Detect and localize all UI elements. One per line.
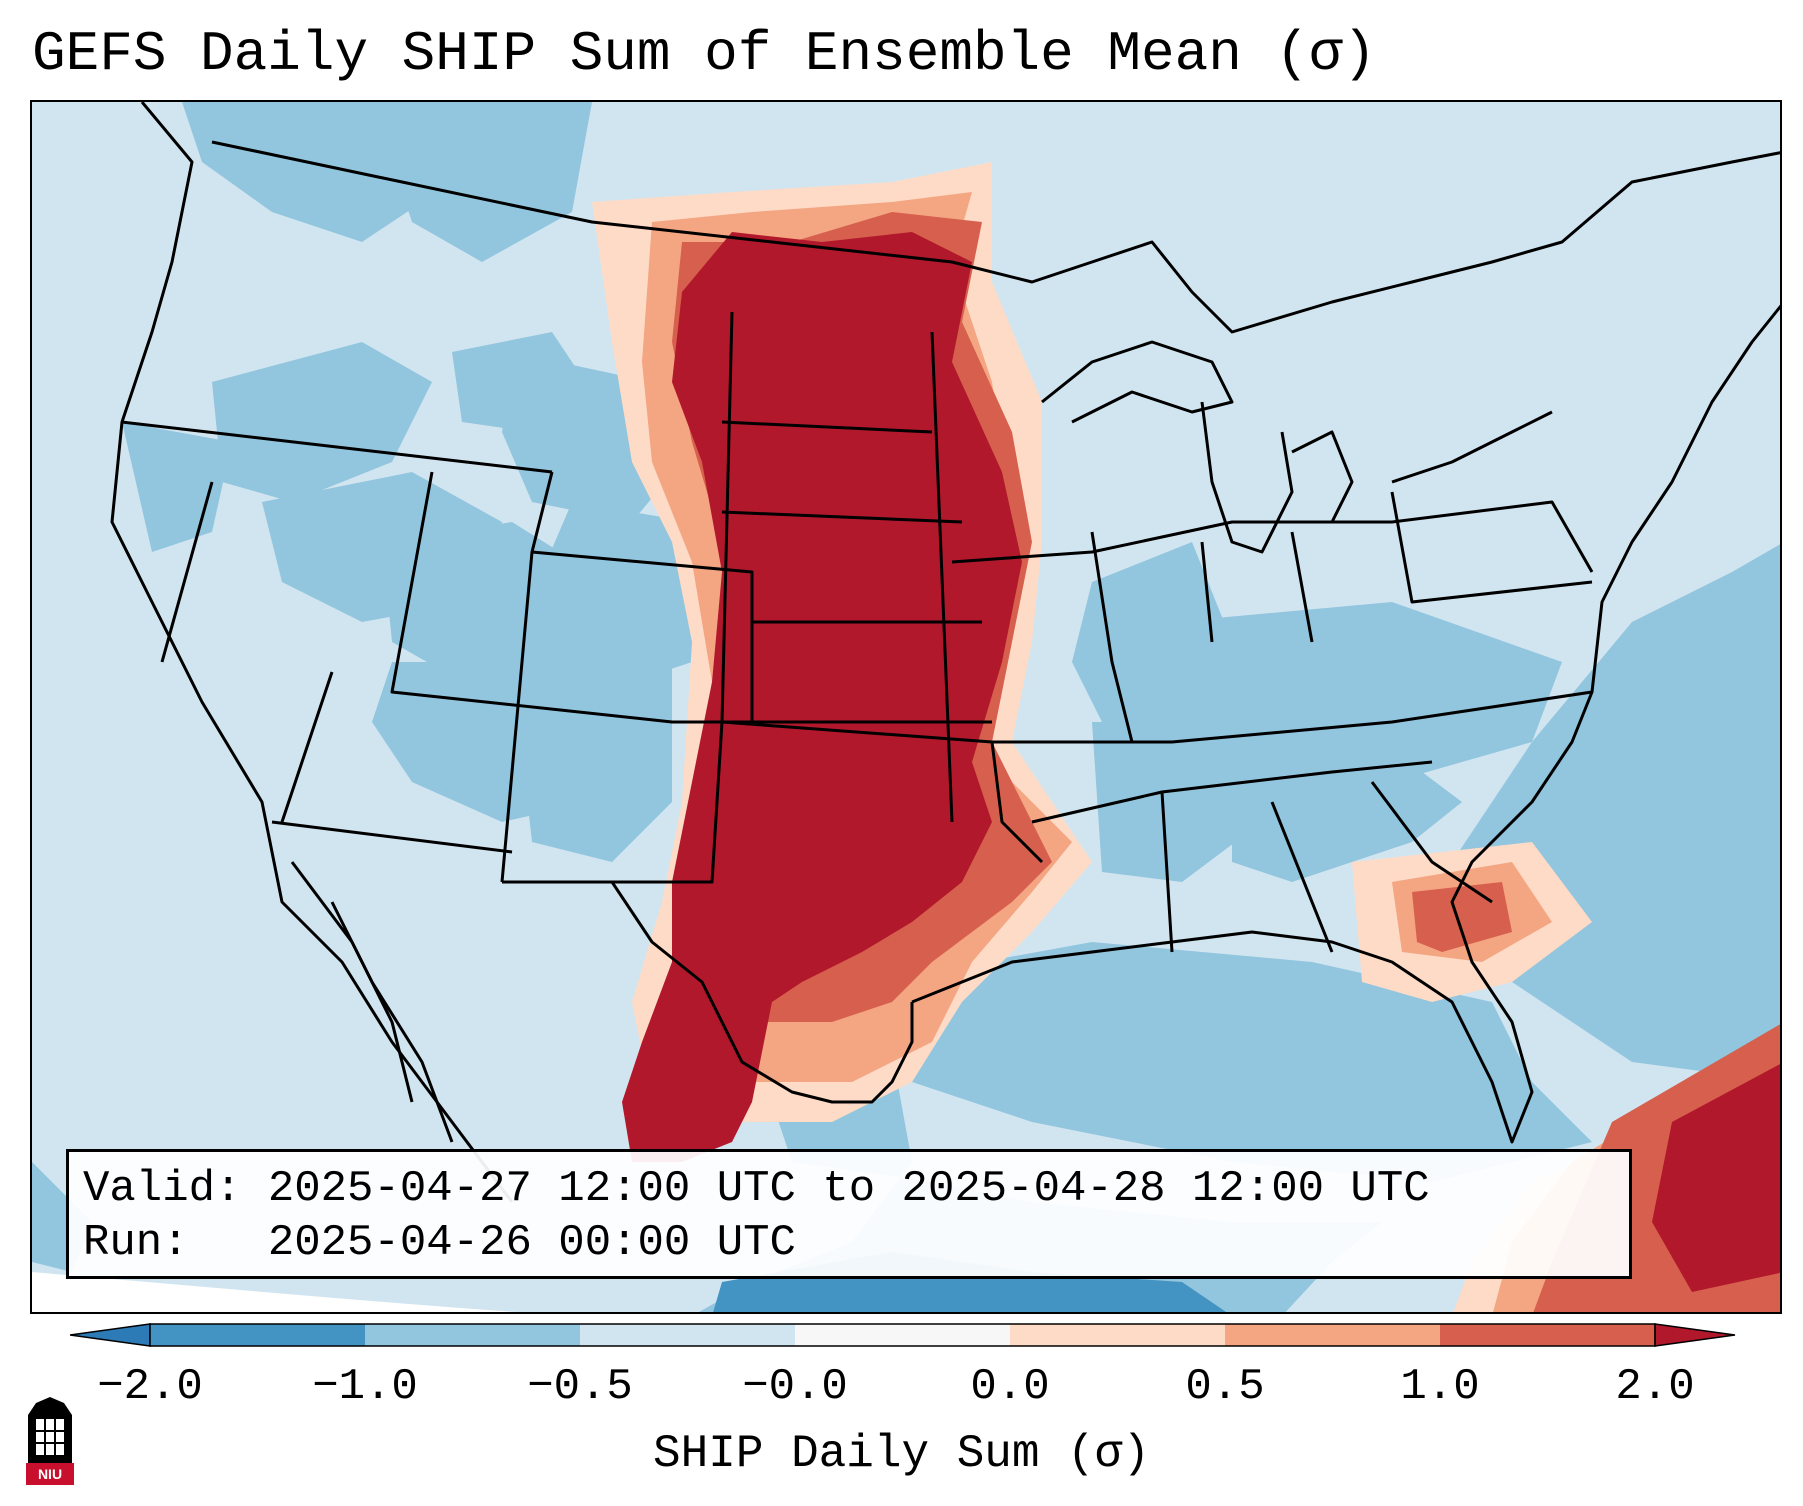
colorbar-tick-label: 0.5	[1185, 1362, 1265, 1412]
colorbar-tick-label: −0.5	[527, 1362, 633, 1412]
valid-run-info-box: Valid: 2025-04-27 12:00 UTC to 2025-04-2…	[66, 1149, 1632, 1279]
figure-title: GEFS Daily SHIP Sum of Ensemble Mean (σ)	[32, 22, 1377, 86]
out-of-domain-area	[32, 1272, 516, 1312]
colorbar-extend-low	[70, 1323, 151, 1347]
field-dark-red	[622, 232, 1780, 1292]
colorbar-tick-label: −1.0	[312, 1362, 418, 1412]
valid-label: Valid:	[83, 1164, 242, 1214]
run-label: Run:	[83, 1218, 189, 1268]
valid-value: 2025-04-27 12:00 UTC to 2025-04-28 12:00…	[267, 1164, 1430, 1214]
colorbar-bin-5	[1010, 1324, 1225, 1346]
colorbar-tick-label: −0.0	[742, 1362, 848, 1412]
colorbar-bin-3	[580, 1324, 795, 1346]
colorbar-tick-label: −2.0	[97, 1362, 203, 1412]
run-value: 2025-04-26 00:00 UTC	[267, 1218, 796, 1268]
map-panel	[30, 100, 1782, 1314]
map-svg	[32, 102, 1780, 1312]
colorbar-bin-1	[150, 1324, 365, 1346]
colorbar-extend-high	[1654, 1323, 1736, 1347]
colorbar-outline	[149, 1323, 1656, 1347]
colorbar	[70, 1323, 1736, 1347]
colorbar-title: SHIP Daily Sum (σ)	[653, 1428, 1150, 1480]
boundaries	[110, 102, 1780, 1203]
colorbar-bin-4	[795, 1324, 1010, 1346]
field-light-blue	[32, 102, 1780, 1312]
colorbar-tick-label: 2.0	[1615, 1362, 1695, 1412]
colorbar-tick-label: 0.0	[970, 1362, 1050, 1412]
colorbar-bin-2	[365, 1324, 580, 1346]
niu-logo-text: NIU	[37, 1466, 63, 1482]
niu-logo	[26, 1397, 74, 1485]
colorbar-tick-label: 1.0	[1400, 1362, 1480, 1412]
colorbar-bin-6	[1225, 1324, 1440, 1346]
colorbar-bin-7	[1440, 1324, 1655, 1346]
